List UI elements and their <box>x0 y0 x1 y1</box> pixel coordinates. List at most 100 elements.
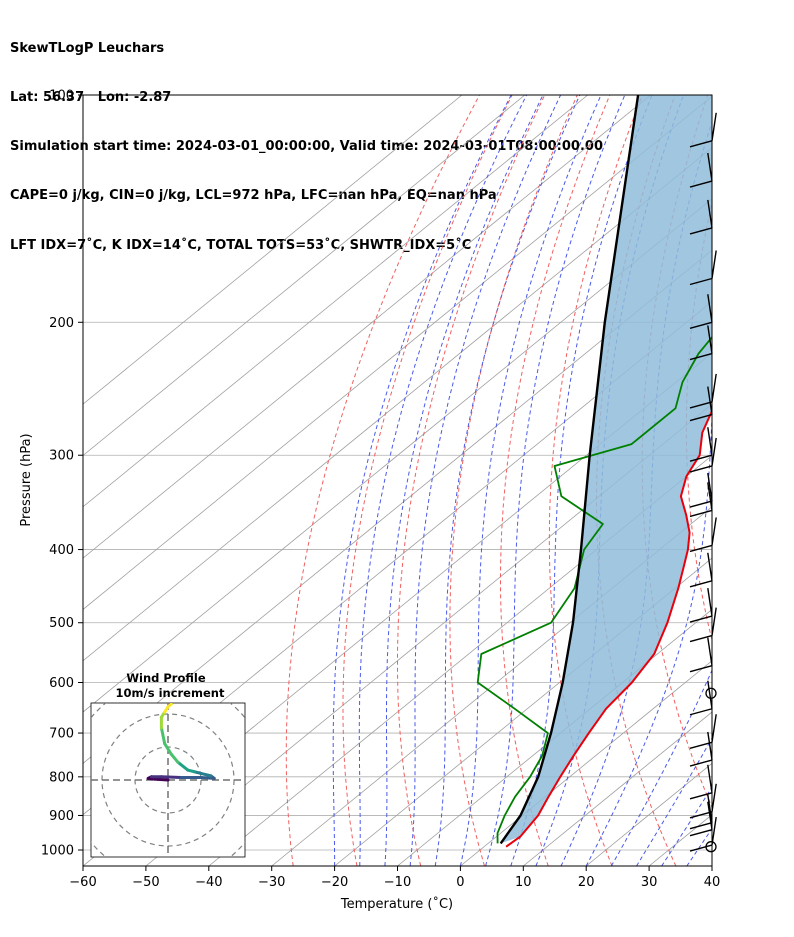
y-tick-label: 700 <box>49 727 74 742</box>
wind-barb <box>689 783 717 819</box>
wind-barb <box>689 199 713 235</box>
moist-adiabat <box>485 95 626 866</box>
barb-staff <box>711 816 717 846</box>
x-axis-label: Temperature (˚C) <box>340 896 453 912</box>
hodograph-segment <box>199 771 213 778</box>
y-tick-label: 500 <box>49 616 74 631</box>
barb-flag <box>689 140 713 148</box>
barb-staff <box>707 294 713 323</box>
barb-flag <box>689 465 713 473</box>
barb-flag <box>689 544 713 553</box>
y-tick-label: 200 <box>49 316 74 331</box>
x-tick-label: 0 <box>456 875 464 890</box>
barb-staff <box>707 637 713 666</box>
hodograph-segment <box>159 775 183 780</box>
moist-adiabat <box>711 865 712 866</box>
barb-flag <box>689 634 713 643</box>
x-tick-label: −50 <box>132 875 159 890</box>
barb-staff <box>707 427 713 456</box>
moist-adiabat <box>384 95 544 866</box>
wind-barb <box>689 386 713 422</box>
dry-adiabat <box>641 95 712 809</box>
calm-wind-circle <box>705 687 717 699</box>
cape-line: CAPE=0 j/kg, CIN=0 j/kg, LCL=972 hPa, LF… <box>10 188 497 204</box>
barb-staff <box>707 199 713 229</box>
isotherm <box>83 95 463 405</box>
barb-flag <box>689 708 713 716</box>
barb-flag <box>689 454 713 462</box>
isotherm <box>711 865 712 866</box>
y-tick-label: 900 <box>49 809 74 824</box>
wind-barb <box>689 764 713 800</box>
isotherm <box>83 95 589 508</box>
y-axis-label: Pressure (hPa) <box>19 433 34 526</box>
barb-staff <box>707 386 713 415</box>
moist-adiabat <box>459 95 602 866</box>
dry-adiabat <box>342 95 513 866</box>
wind-barb <box>689 816 717 852</box>
x-tick-label: −40 <box>195 875 222 890</box>
wind-barb <box>689 437 717 473</box>
chart-title: SkewTLogP Leuchars <box>10 40 165 56</box>
x-tick-label: −10 <box>384 875 411 890</box>
axes: −60 −50 −40 −30 −20 −10 0 10 20 30 40 100 200 300 400 5… <box>41 89 720 891</box>
y-tick-label: 400 <box>49 543 74 558</box>
barb-staff <box>711 437 717 467</box>
y-tick-label: 300 <box>49 449 74 464</box>
barb-staff <box>711 373 717 403</box>
barb-staff <box>711 250 717 279</box>
barb-flag <box>689 821 713 830</box>
dry-adiabat <box>285 95 480 866</box>
barb-flag <box>689 792 713 800</box>
isotherm <box>775 95 794 866</box>
barb-flag <box>689 413 713 422</box>
isotherm <box>523 711 712 866</box>
barb-flag <box>689 401 713 409</box>
moist-adiabat <box>332 95 512 866</box>
hodograph-title: Wind Profile <box>126 671 206 685</box>
y-tick-label: 800 <box>49 770 74 785</box>
temperature-line <box>505 408 712 848</box>
barb-flag <box>689 665 713 673</box>
location-line: Lat: 56.37 Lon: -2.87 <box>10 90 172 106</box>
profile-lines <box>476 95 712 848</box>
wind-barb <box>689 112 717 148</box>
wind-barb <box>689 607 717 643</box>
hodograph-subtitle: 10m/s increment <box>116 686 225 700</box>
x-tick-label: 10 <box>515 875 532 890</box>
wind-barb <box>689 294 713 329</box>
hodograph-segment <box>169 752 180 764</box>
barb-staff <box>707 325 713 354</box>
barb-flag <box>689 580 713 588</box>
barb-flag <box>689 844 713 852</box>
moist-adiabat <box>434 95 581 866</box>
barb-staff <box>711 517 717 546</box>
x-tick-label: −20 <box>321 875 348 890</box>
hodograph-segment <box>166 703 173 709</box>
barb-staff <box>707 801 713 830</box>
barb-flag <box>689 615 713 623</box>
hodograph-segment <box>159 726 167 746</box>
isotherm <box>83 95 712 610</box>
barb-flag <box>689 741 713 749</box>
barb-staff <box>707 587 713 617</box>
isotherm <box>460 660 712 866</box>
wind-barb <box>689 587 713 623</box>
barb-flag <box>689 180 713 188</box>
hodograph-segment <box>153 777 170 782</box>
hodograph: Wind Profile 10m/s increment <box>90 671 246 858</box>
wind-barb <box>689 731 713 767</box>
wind-barb <box>689 325 713 361</box>
wind-barb <box>689 517 717 553</box>
wind-barb <box>689 680 713 716</box>
hodograph-segment <box>176 760 190 772</box>
x-tick-label: 30 <box>641 875 658 890</box>
wind-barb <box>689 794 713 830</box>
barb-flag <box>689 227 713 235</box>
barb-flag <box>689 500 713 508</box>
x-tick-label: −30 <box>258 875 285 890</box>
index-line: LFT IDX=7˚C, K IDX=14˚C, TOTAL TOTS=53˚C… <box>10 237 472 253</box>
moist-adiabat <box>661 786 712 866</box>
barb-staff <box>707 731 713 761</box>
barb-flag <box>689 759 713 767</box>
